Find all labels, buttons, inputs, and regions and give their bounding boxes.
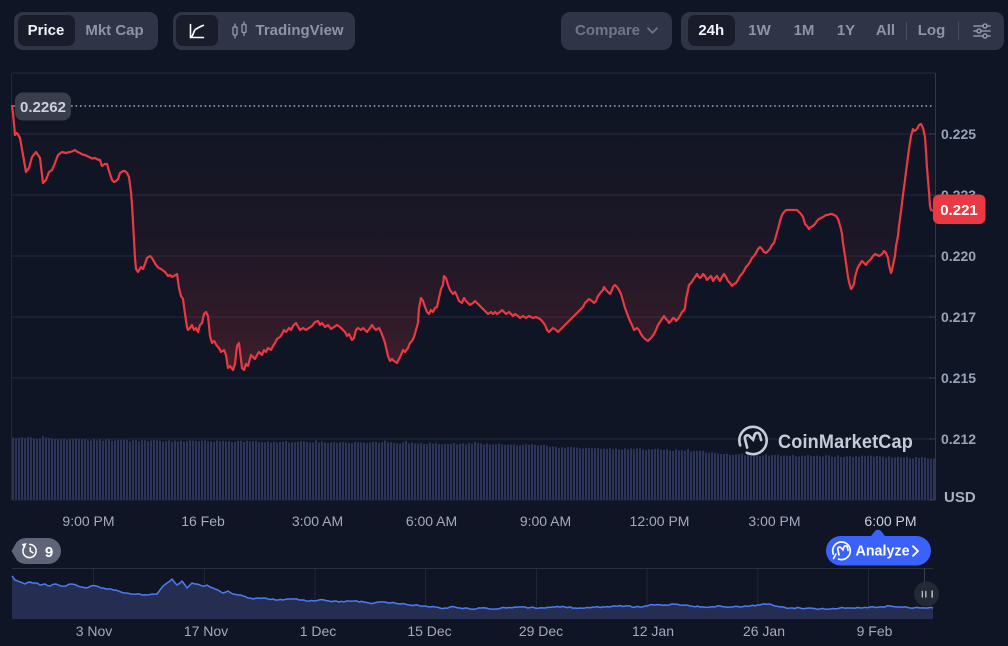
svg-text:9:00 PM: 9:00 PM — [62, 513, 114, 529]
svg-text:3:00 AM: 3:00 AM — [292, 513, 343, 529]
svg-text:16 Feb: 16 Feb — [181, 513, 225, 529]
svg-text:9:00 AM: 9:00 AM — [520, 513, 571, 529]
svg-text:0.215: 0.215 — [941, 370, 976, 386]
svg-text:0.217: 0.217 — [941, 309, 976, 325]
svg-text:0.212: 0.212 — [941, 431, 976, 447]
svg-text:3 Nov: 3 Nov — [76, 623, 113, 639]
svg-text:12:00 PM: 12:00 PM — [630, 513, 690, 529]
svg-text:26 Jan: 26 Jan — [743, 623, 785, 639]
svg-text:CoinMarketCap: CoinMarketCap — [778, 431, 913, 453]
svg-text:6:00 PM: 6:00 PM — [864, 513, 916, 529]
svg-text:3:00 PM: 3:00 PM — [748, 513, 800, 529]
svg-text:15 Dec: 15 Dec — [407, 623, 451, 639]
svg-text:0.225: 0.225 — [941, 126, 976, 142]
svg-text:0.2262: 0.2262 — [20, 99, 66, 116]
svg-text:0.221: 0.221 — [940, 202, 978, 219]
svg-text:Analyze: Analyze — [856, 544, 910, 560]
svg-text:12 Jan: 12 Jan — [632, 623, 674, 639]
svg-text:0.220: 0.220 — [941, 248, 976, 264]
svg-text:USD: USD — [944, 489, 976, 506]
svg-text:1 Dec: 1 Dec — [300, 623, 337, 639]
svg-text:17 Nov: 17 Nov — [184, 623, 228, 639]
svg-text:9 Feb: 9 Feb — [857, 623, 893, 639]
svg-text:9: 9 — [45, 544, 53, 561]
svg-text:6:00 AM: 6:00 AM — [406, 513, 457, 529]
svg-text:29 Dec: 29 Dec — [519, 623, 563, 639]
